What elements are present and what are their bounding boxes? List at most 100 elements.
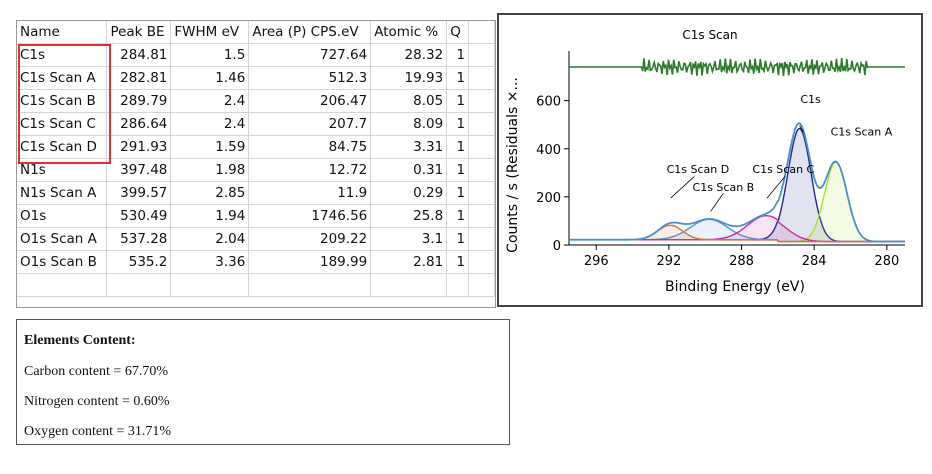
table-cell[interactable]: 19.93 bbox=[370, 66, 448, 90]
table-cell[interactable]: 1 bbox=[446, 158, 470, 182]
table-cell[interactable]: 12.72 bbox=[248, 158, 372, 182]
table-cell[interactable]: 28.32 bbox=[370, 43, 448, 67]
table-cell[interactable]: 1 bbox=[446, 66, 470, 90]
table-cell[interactable]: 284.81 bbox=[106, 43, 172, 67]
table-row[interactable]: C1s Scan D 291.93 1.59 84.75 3.31 1 bbox=[17, 135, 495, 159]
table-cell[interactable]: 291.93 bbox=[106, 135, 172, 159]
table-cell[interactable]: 1.98 bbox=[170, 158, 250, 182]
empty-cell[interactable] bbox=[468, 89, 495, 113]
table-cell[interactable]: 1 bbox=[446, 250, 470, 274]
table-cell[interactable]: 1 bbox=[446, 227, 470, 251]
table-cell[interactable]: 25.8 bbox=[370, 204, 448, 228]
table-row[interactable]: O1s 530.49 1.94 1746.56 25.8 1 bbox=[17, 204, 495, 228]
table-cell[interactable]: 3.1 bbox=[370, 227, 448, 251]
table-cell[interactable]: 209.22 bbox=[248, 227, 372, 251]
table-cell[interactable]: 8.05 bbox=[370, 89, 448, 113]
empty-cell[interactable] bbox=[468, 204, 495, 228]
empty-cell[interactable] bbox=[468, 135, 495, 159]
table-cell[interactable]: N1s Scan A bbox=[17, 181, 108, 205]
table-cell[interactable]: 8.09 bbox=[370, 112, 448, 136]
empty-cell[interactable] bbox=[468, 181, 495, 205]
table-row[interactable]: C1s 284.81 1.5 727.64 28.32 1 bbox=[17, 43, 495, 67]
table-cell[interactable]: 2.04 bbox=[170, 227, 250, 251]
empty-cell[interactable] bbox=[446, 273, 470, 297]
empty-cell[interactable] bbox=[468, 43, 495, 67]
table-cell[interactable]: 189.99 bbox=[248, 250, 372, 274]
table-row[interactable]: N1s 397.48 1.98 12.72 0.31 1 bbox=[17, 158, 495, 182]
table-cell[interactable]: C1s Scan C bbox=[17, 112, 108, 136]
column-header[interactable]: Area (P) CPS.eV bbox=[248, 21, 372, 44]
table-cell[interactable]: O1s Scan A bbox=[17, 227, 108, 251]
table-cell[interactable]: 399.57 bbox=[106, 181, 172, 205]
table-cell[interactable]: 282.81 bbox=[106, 66, 172, 90]
table-row[interactable]: O1s Scan A 537.28 2.04 209.22 3.1 1 bbox=[17, 227, 495, 251]
empty-cell[interactable] bbox=[170, 273, 250, 297]
table-cell[interactable]: 1 bbox=[446, 43, 470, 67]
table-cell[interactable]: 0.31 bbox=[370, 158, 448, 182]
spreadsheet-table[interactable]: Name Peak BE FWHM eV Area (P) CPS.eV Atomic … bbox=[17, 21, 495, 297]
table-cell[interactable]: 1.59 bbox=[170, 135, 250, 159]
table-cell[interactable]: O1s Scan B bbox=[17, 250, 108, 274]
table-cell[interactable]: C1s bbox=[17, 43, 108, 67]
table-cell[interactable]: N1s bbox=[17, 158, 108, 182]
spreadsheet[interactable]: Name Peak BE FWHM eV Area (P) CPS.eV Atomic … bbox=[16, 20, 496, 308]
table-cell[interactable]: C1s Scan D bbox=[17, 135, 108, 159]
table-row[interactable]: O1s Scan B 535.2 3.36 189.99 2.81 1 bbox=[17, 250, 495, 274]
empty-cell[interactable] bbox=[248, 273, 372, 297]
empty-cell[interactable] bbox=[370, 273, 448, 297]
table-cell[interactable]: 1 bbox=[446, 204, 470, 228]
column-header[interactable]: FWHM eV bbox=[170, 21, 250, 44]
table-cell[interactable]: 3.31 bbox=[370, 135, 448, 159]
table-cell[interactable]: 0.29 bbox=[370, 181, 448, 205]
empty-cell[interactable] bbox=[468, 66, 495, 90]
table-cell[interactable]: 2.4 bbox=[170, 89, 250, 113]
table-cell[interactable]: 3.36 bbox=[170, 250, 250, 274]
empty-cell[interactable] bbox=[468, 158, 495, 182]
table-cell[interactable]: 537.28 bbox=[106, 227, 172, 251]
table-cell[interactable]: 1746.56 bbox=[248, 204, 372, 228]
table-cell[interactable]: 11.9 bbox=[248, 181, 372, 205]
empty-cell[interactable] bbox=[468, 273, 495, 297]
table-cell[interactable]: 535.2 bbox=[106, 250, 172, 274]
empty-cell[interactable] bbox=[468, 250, 495, 274]
table-cell[interactable]: 397.48 bbox=[106, 158, 172, 182]
table-cell[interactable]: 1 bbox=[446, 181, 470, 205]
table-cell[interactable]: 1 bbox=[446, 89, 470, 113]
table-cell[interactable]: 727.64 bbox=[248, 43, 372, 67]
empty-row[interactable] bbox=[17, 273, 495, 297]
column-header[interactable]: Atomic % bbox=[370, 21, 448, 44]
table-cell[interactable]: 1.94 bbox=[170, 204, 250, 228]
table-row[interactable]: N1s Scan A 399.57 2.85 11.9 0.29 1 bbox=[17, 181, 495, 205]
table-cell[interactable]: 2.85 bbox=[170, 181, 250, 205]
empty-cell[interactable] bbox=[106, 273, 172, 297]
table-cell[interactable]: 1.46 bbox=[170, 66, 250, 90]
column-header[interactable]: Q bbox=[446, 21, 470, 44]
column-header[interactable]: Peak BE bbox=[106, 21, 172, 44]
table-row[interactable]: C1s Scan B 289.79 2.4 206.47 8.05 1 bbox=[17, 89, 495, 113]
table-cell[interactable]: O1s bbox=[17, 204, 108, 228]
table-cell[interactable]: 530.49 bbox=[106, 204, 172, 228]
empty-cell[interactable] bbox=[468, 227, 495, 251]
table-cell[interactable]: 1 bbox=[446, 135, 470, 159]
header-row[interactable]: Name Peak BE FWHM eV Area (P) CPS.eV Atomic … bbox=[17, 21, 495, 44]
table-row[interactable]: C1s Scan C 286.64 2.4 207.7 8.09 1 bbox=[17, 112, 495, 136]
annotation-leader bbox=[766, 176, 786, 199]
y-tick-label: 600 bbox=[536, 95, 561, 110]
table-cell[interactable]: C1s Scan B bbox=[17, 89, 108, 113]
column-header[interactable]: Name bbox=[17, 21, 108, 44]
table-cell[interactable]: 286.64 bbox=[106, 112, 172, 136]
empty-cell[interactable] bbox=[17, 273, 108, 297]
table-cell[interactable]: 2.4 bbox=[170, 112, 250, 136]
empty-cell[interactable] bbox=[468, 21, 495, 44]
table-cell[interactable]: 1.5 bbox=[170, 43, 250, 67]
table-cell[interactable]: 84.75 bbox=[248, 135, 372, 159]
table-cell[interactable]: 1 bbox=[446, 112, 470, 136]
table-cell[interactable]: C1s Scan A bbox=[17, 66, 108, 90]
table-cell[interactable]: 207.7 bbox=[248, 112, 372, 136]
table-row[interactable]: C1s Scan A 282.81 1.46 512.3 19.93 1 bbox=[17, 66, 495, 90]
table-cell[interactable]: 289.79 bbox=[106, 89, 172, 113]
table-cell[interactable]: 206.47 bbox=[248, 89, 372, 113]
table-cell[interactable]: 512.3 bbox=[248, 66, 372, 90]
empty-cell[interactable] bbox=[468, 112, 495, 136]
table-cell[interactable]: 2.81 bbox=[370, 250, 448, 274]
